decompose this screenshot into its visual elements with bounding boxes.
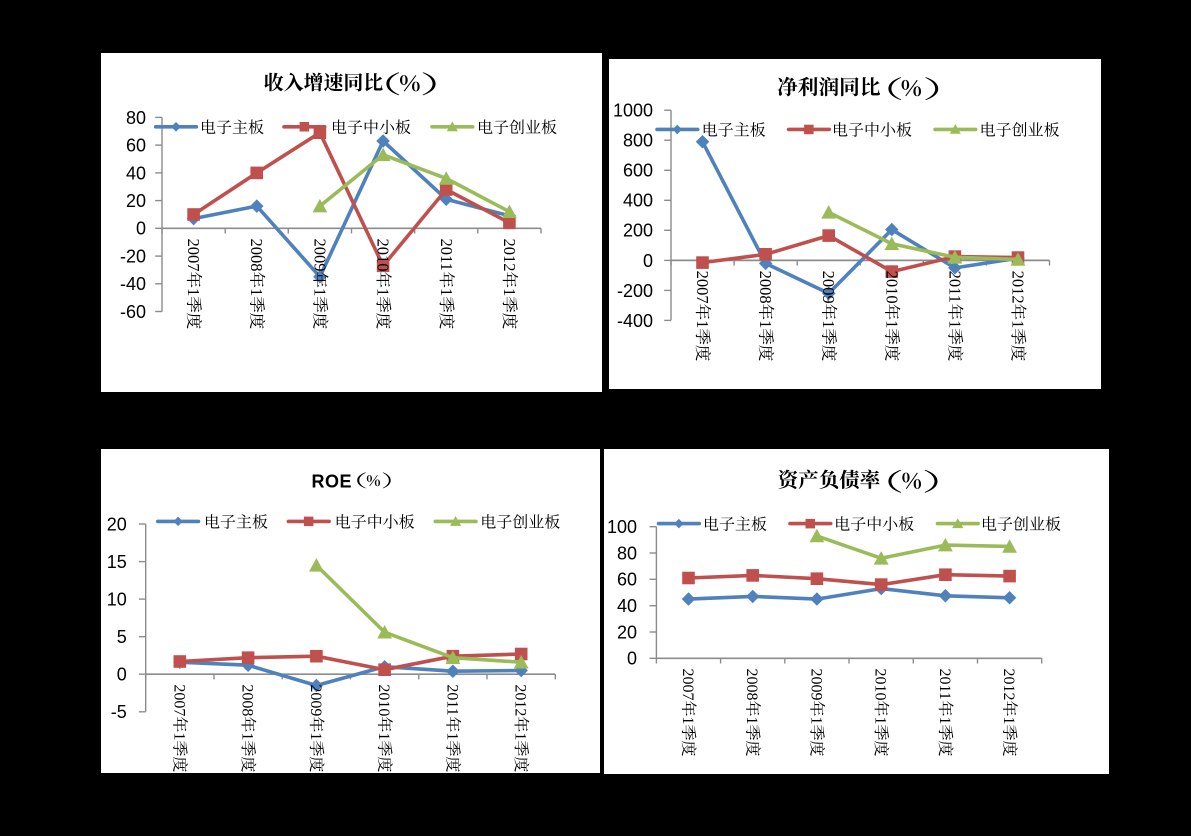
svg-text:1: 1	[693, 320, 712, 328]
svg-text:2012: 2012	[500, 239, 519, 272]
svg-text:2007: 2007	[693, 271, 712, 304]
svg-text:200: 200	[623, 221, 653, 241]
svg-text:600: 600	[623, 161, 653, 181]
svg-text:2009: 2009	[819, 271, 838, 304]
svg-text:2007: 2007	[679, 669, 696, 701]
svg-text:5: 5	[117, 627, 127, 647]
svg-text:0: 0	[117, 665, 127, 685]
svg-text:2008: 2008	[756, 271, 775, 304]
svg-text:-5: -5	[111, 702, 127, 722]
svg-text:1: 1	[945, 320, 964, 328]
svg-text:-40: -40	[120, 274, 146, 294]
svg-text:2008: 2008	[239, 684, 256, 716]
svg-text:2010: 2010	[882, 271, 901, 304]
svg-text:1: 1	[443, 732, 460, 740]
svg-text:10: 10	[107, 590, 127, 610]
svg-text:2008: 2008	[247, 239, 266, 272]
svg-text:1: 1	[1009, 320, 1028, 328]
svg-text:2007: 2007	[184, 239, 203, 272]
svg-text:2009: 2009	[310, 239, 329, 272]
svg-text:1: 1	[807, 717, 824, 725]
svg-text:2012: 2012	[1009, 271, 1028, 304]
svg-text:20: 20	[617, 622, 637, 642]
svg-text:2010: 2010	[872, 669, 889, 701]
svg-text:1: 1	[512, 732, 529, 740]
svg-text:1: 1	[756, 320, 775, 328]
svg-text:1: 1	[310, 288, 329, 296]
svg-text:800: 800	[623, 131, 653, 151]
svg-text:2008: 2008	[743, 669, 760, 701]
svg-text:400: 400	[623, 191, 653, 211]
svg-text:15: 15	[107, 552, 127, 572]
svg-text:-400: -400	[617, 311, 653, 331]
svg-text:-60: -60	[120, 302, 146, 322]
svg-text:1: 1	[743, 717, 760, 725]
svg-text:2011: 2011	[443, 684, 460, 715]
svg-text:1: 1	[437, 288, 456, 296]
svg-text:2009: 2009	[307, 684, 324, 716]
svg-text:1: 1	[500, 288, 519, 296]
svg-text:2010: 2010	[374, 239, 393, 272]
svg-text:-20: -20	[120, 246, 146, 266]
svg-text:60: 60	[617, 570, 637, 590]
svg-text:1000: 1000	[613, 101, 653, 121]
svg-text:0: 0	[643, 251, 653, 271]
svg-text:1: 1	[170, 732, 187, 740]
svg-text:40: 40	[126, 163, 146, 183]
svg-text:1: 1	[375, 732, 392, 740]
svg-text:1: 1	[872, 717, 889, 725]
svg-text:0: 0	[136, 219, 146, 239]
svg-text:1: 1	[936, 717, 953, 725]
svg-text:1: 1	[679, 717, 696, 725]
svg-text:2007: 2007	[170, 684, 187, 716]
svg-text:0: 0	[627, 649, 637, 669]
svg-text:1: 1	[819, 320, 838, 328]
svg-text:40: 40	[617, 596, 637, 616]
svg-text:2011: 2011	[437, 239, 456, 271]
svg-text:1: 1	[247, 288, 266, 296]
svg-text:100: 100	[607, 517, 637, 537]
svg-text:20: 20	[126, 191, 146, 211]
svg-text:2012: 2012	[512, 684, 529, 716]
svg-text:2009: 2009	[807, 669, 824, 701]
svg-text:1: 1	[374, 288, 393, 296]
svg-text:2011: 2011	[936, 669, 953, 700]
svg-text:80: 80	[126, 108, 146, 128]
svg-text:1: 1	[1000, 717, 1017, 725]
svg-text:1: 1	[184, 288, 203, 296]
svg-text:2011: 2011	[945, 271, 964, 303]
svg-text:-200: -200	[617, 281, 653, 301]
svg-text:2012: 2012	[1000, 669, 1017, 701]
svg-text:60: 60	[126, 136, 146, 156]
svg-text:2010: 2010	[375, 684, 392, 716]
svg-text:80: 80	[617, 543, 637, 563]
svg-text:1: 1	[882, 320, 901, 328]
svg-text:1: 1	[307, 732, 324, 740]
svg-text:1: 1	[239, 732, 256, 740]
svg-text:20: 20	[107, 514, 127, 534]
svg-text:ROE: ROE	[312, 472, 353, 492]
